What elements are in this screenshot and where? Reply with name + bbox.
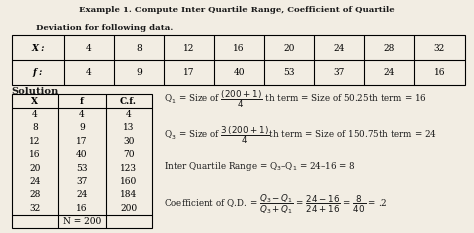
- Text: 16: 16: [29, 150, 41, 159]
- Text: 32: 32: [434, 44, 445, 53]
- Text: 40: 40: [233, 68, 245, 76]
- Text: 37: 37: [334, 68, 345, 76]
- Text: Q$_3$ = Size of $\dfrac{3\,(200+1)}{4}$th term = Size of 150.75th term = 24: Q$_3$ = Size of $\dfrac{3\,(200+1)}{4}$t…: [164, 125, 437, 146]
- Text: Solution: Solution: [12, 87, 59, 96]
- Text: 4: 4: [32, 110, 38, 119]
- Text: 17: 17: [76, 137, 88, 146]
- Text: f: f: [80, 96, 84, 106]
- Text: 9: 9: [136, 68, 142, 76]
- Text: 20: 20: [29, 164, 41, 173]
- Text: 184: 184: [120, 190, 137, 199]
- Text: f :: f :: [33, 68, 43, 76]
- Text: 12: 12: [183, 44, 195, 53]
- Text: 16: 16: [434, 68, 445, 76]
- Text: 24: 24: [76, 190, 87, 199]
- Text: 8: 8: [136, 44, 142, 53]
- Text: 28: 28: [384, 44, 395, 53]
- Text: 53: 53: [76, 164, 88, 173]
- Text: 4: 4: [79, 110, 85, 119]
- Text: 12: 12: [29, 137, 41, 146]
- Text: 9: 9: [79, 123, 85, 132]
- Text: 16: 16: [76, 204, 88, 213]
- Text: 4: 4: [126, 110, 131, 119]
- Text: 40: 40: [76, 150, 88, 159]
- Text: Q$_1$ = Size of $\dfrac{(200+1)}{4}$ th term = Size of 50.25th term = 16: Q$_1$ = Size of $\dfrac{(200+1)}{4}$ th …: [164, 89, 426, 110]
- Text: 53: 53: [283, 68, 295, 76]
- Text: 24: 24: [29, 177, 41, 186]
- Text: 16: 16: [233, 44, 245, 53]
- Text: N = 200: N = 200: [63, 217, 101, 226]
- Text: 70: 70: [123, 150, 134, 159]
- Text: X :: X :: [31, 44, 45, 53]
- Text: 24: 24: [334, 44, 345, 53]
- Text: 200: 200: [120, 204, 137, 213]
- Text: 17: 17: [183, 68, 195, 76]
- Text: 160: 160: [120, 177, 137, 186]
- Text: C.f.: C.f.: [120, 96, 137, 106]
- Text: X: X: [31, 96, 38, 106]
- Text: 123: 123: [120, 164, 137, 173]
- Text: 8: 8: [32, 123, 38, 132]
- Text: 4: 4: [86, 44, 92, 53]
- Text: Inter Quartile Range = Q$_3$–Q$_1$ = 24–16 = 8: Inter Quartile Range = Q$_3$–Q$_1$ = 24–…: [164, 160, 356, 173]
- Text: 4: 4: [86, 68, 92, 76]
- Text: Deviation for following data.: Deviation for following data.: [36, 24, 173, 32]
- Text: 37: 37: [76, 177, 87, 186]
- Text: 32: 32: [29, 204, 41, 213]
- Text: Coefficient of Q.D. = $\dfrac{Q_3 - Q_1}{Q_3 + Q_1}$ = $\dfrac{24 - 16}{24 + 16}: Coefficient of Q.D. = $\dfrac{Q_3 - Q_1}…: [164, 192, 387, 216]
- Text: 28: 28: [29, 190, 41, 199]
- Text: Example 1. Compute Inter Quartile Range, Coefficient of Quartile: Example 1. Compute Inter Quartile Range,…: [79, 6, 395, 14]
- Text: 30: 30: [123, 137, 134, 146]
- Text: 24: 24: [384, 68, 395, 76]
- Text: 20: 20: [283, 44, 295, 53]
- Text: 13: 13: [123, 123, 134, 132]
